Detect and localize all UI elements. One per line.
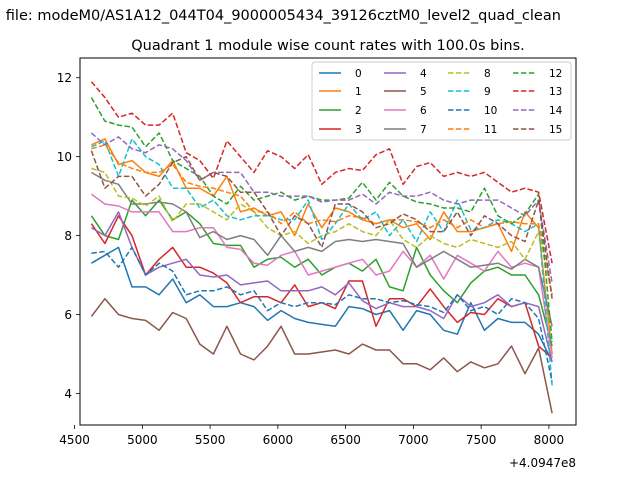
series-line-12 — [90, 97, 553, 343]
series-line-8 — [91, 167, 553, 295]
chart-title: Quadrant 1 module wise count rates with … — [131, 38, 525, 54]
legend-label: 12 — [549, 68, 562, 80]
legend-label: 8 — [484, 68, 491, 80]
legend-label: 4 — [420, 68, 427, 80]
y-tick-label: 8 — [64, 229, 72, 243]
legend-label: 13 — [549, 86, 562, 98]
series-line-14 — [90, 132, 553, 284]
x-tick-label: 8000 — [534, 433, 565, 447]
legend-label: 15 — [549, 124, 562, 136]
series-line-10 — [91, 246, 553, 382]
series-line-11 — [91, 144, 553, 295]
legend-label: 6 — [420, 105, 427, 117]
series-line-13 — [90, 81, 553, 264]
x-tick-label: 6000 — [263, 433, 294, 447]
legend-label: 10 — [484, 105, 497, 117]
legend-label: 7 — [420, 124, 427, 136]
series-line-5 — [90, 297, 553, 414]
legend-label: 2 — [355, 105, 362, 117]
legend-label: 3 — [355, 124, 362, 136]
series-line-0 — [91, 246, 553, 363]
axes-frame — [79, 57, 577, 426]
figure-suptitle: n file: modeM0/AS1A12_044T04_9000005434_… — [0, 8, 561, 24]
series-line-15 — [90, 150, 553, 299]
y-tick-label: 10 — [57, 150, 72, 164]
legend-label: 0 — [355, 68, 362, 80]
legend-label: 1 — [355, 86, 362, 98]
x-offset-label: +4.0947e8 — [509, 456, 576, 470]
series-layer — [90, 81, 553, 414]
legend-label: 9 — [484, 86, 491, 98]
x-tick-label: 4500 — [59, 433, 90, 447]
y-tick-label: 4 — [64, 387, 72, 401]
x-tick-label: 5500 — [195, 433, 226, 447]
legend-label: 14 — [549, 105, 563, 117]
x-tick-label: 5000 — [127, 433, 158, 447]
y-tick-label: 6 — [64, 308, 72, 322]
x-tick-label: 7000 — [398, 433, 429, 447]
legend-label: 5 — [420, 86, 427, 98]
series-line-4 — [91, 211, 553, 363]
legend-box — [311, 61, 572, 141]
x-tick-label: 7500 — [466, 433, 497, 447]
axes: 4500 5000 5500 6000 6500 7000 7500 80004681012 … — [57, 57, 577, 470]
series-line-7 — [91, 171, 553, 327]
legend-label: 11 — [484, 124, 497, 136]
y-tick-label: 12 — [57, 71, 72, 85]
x-tick-label: 6500 — [330, 433, 361, 447]
